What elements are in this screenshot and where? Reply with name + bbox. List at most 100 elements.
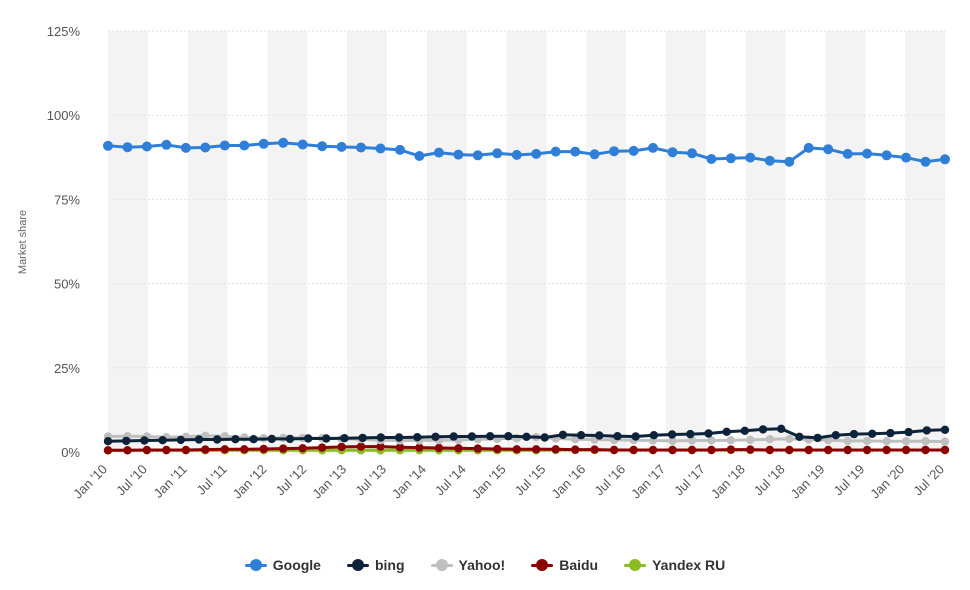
data-point: [667, 147, 678, 158]
background-band: [745, 31, 786, 452]
background-band: [825, 31, 866, 452]
data-point: [140, 436, 149, 445]
data-point: [103, 446, 113, 455]
data-point: [849, 429, 859, 439]
data-point: [725, 153, 736, 164]
legend-item-baidu[interactable]: Baidu: [531, 557, 598, 573]
data-point: [453, 149, 464, 160]
data-point: [668, 436, 677, 446]
data-point: [920, 156, 931, 167]
legend-swatch-dot: [249, 559, 262, 571]
background-band: [426, 31, 467, 452]
data-point: [267, 434, 276, 444]
legend-swatch: [244, 559, 267, 571]
data-point: [921, 437, 930, 446]
legend-label: Google: [272, 557, 321, 573]
data-point: [862, 148, 873, 159]
background-band: [187, 31, 228, 452]
data-point: [589, 149, 600, 160]
data-point: [472, 150, 483, 161]
data-point: [201, 431, 210, 440]
data-point: [317, 443, 327, 452]
data-point: [340, 434, 349, 443]
y-axis: 0% 25% 50% 75% 100% 125%: [47, 24, 81, 460]
x-tick-label: Jul '11: [193, 462, 229, 498]
data-point: [707, 436, 716, 445]
data-point: [940, 437, 950, 446]
data-point: [415, 443, 424, 452]
data-point: [628, 145, 639, 156]
x-tick-label: Jan '19: [788, 462, 828, 502]
y-tick-label: 75%: [54, 192, 80, 207]
data-point: [843, 445, 852, 455]
legend-item-yahoo-[interactable]: Yahoo!: [430, 557, 505, 573]
legend-swatch-dot: [629, 559, 642, 571]
data-point: [795, 432, 804, 441]
data-point: [162, 445, 171, 455]
x-tick-label: Jan '11: [151, 462, 190, 501]
y-tick-label: 125%: [47, 24, 81, 39]
data-point: [901, 445, 911, 455]
data-point: [803, 142, 814, 153]
data-point: [122, 142, 133, 153]
background-band: [108, 31, 148, 452]
data-point: [922, 426, 931, 435]
data-point: [558, 430, 568, 439]
alternating-bands: [108, 31, 945, 452]
data-point: [492, 148, 503, 159]
data-point: [765, 445, 774, 455]
data-point: [278, 137, 289, 148]
data-point: [220, 445, 229, 454]
data-point: [434, 443, 444, 453]
data-point: [823, 144, 834, 155]
series-layer: [103, 137, 950, 455]
data-point: [687, 445, 697, 455]
data-point: [862, 436, 872, 446]
data-point: [882, 437, 891, 446]
background-band: [666, 31, 706, 452]
data-point: [493, 444, 502, 454]
data-point: [571, 445, 580, 454]
legend-swatch: [531, 559, 554, 571]
data-point: [540, 433, 549, 442]
data-point: [279, 444, 288, 453]
data-point: [843, 436, 852, 446]
data-point: [745, 152, 756, 163]
data-point: [142, 445, 152, 455]
data-point: [201, 445, 210, 454]
legend-item-google[interactable]: Google: [244, 557, 321, 573]
data-point: [785, 434, 794, 444]
data-point: [511, 149, 522, 160]
data-point: [940, 425, 950, 434]
data-point: [317, 141, 328, 152]
data-point: [522, 432, 531, 441]
data-point: [595, 431, 604, 440]
background-band: [506, 31, 547, 452]
data-point: [433, 147, 444, 158]
x-tick-label: Jan '12: [230, 462, 270, 502]
x-tick-label: Jan '20: [867, 462, 907, 502]
data-point: [356, 442, 366, 451]
legend-item-yandex-ru[interactable]: Yandex RU: [624, 557, 725, 573]
legend-label: bing: [374, 557, 405, 573]
data-point: [258, 138, 269, 149]
legend-item-bing[interactable]: bing: [346, 557, 405, 573]
data-point: [285, 434, 295, 444]
series-baidu: [103, 442, 950, 455]
data-point: [336, 141, 347, 152]
data-point: [103, 437, 113, 446]
data-point: [746, 435, 755, 445]
data-point: [219, 140, 230, 151]
y-tick-label: 25%: [54, 361, 80, 376]
data-point: [777, 424, 786, 433]
data-point: [176, 435, 185, 445]
data-point: [181, 445, 191, 455]
background-band: [267, 31, 308, 452]
data-point: [394, 433, 404, 442]
data-point: [704, 429, 713, 438]
data-point: [667, 430, 677, 439]
data-point: [504, 432, 513, 441]
data-point: [158, 436, 167, 445]
data-point: [629, 445, 638, 455]
data-point: [686, 429, 695, 439]
